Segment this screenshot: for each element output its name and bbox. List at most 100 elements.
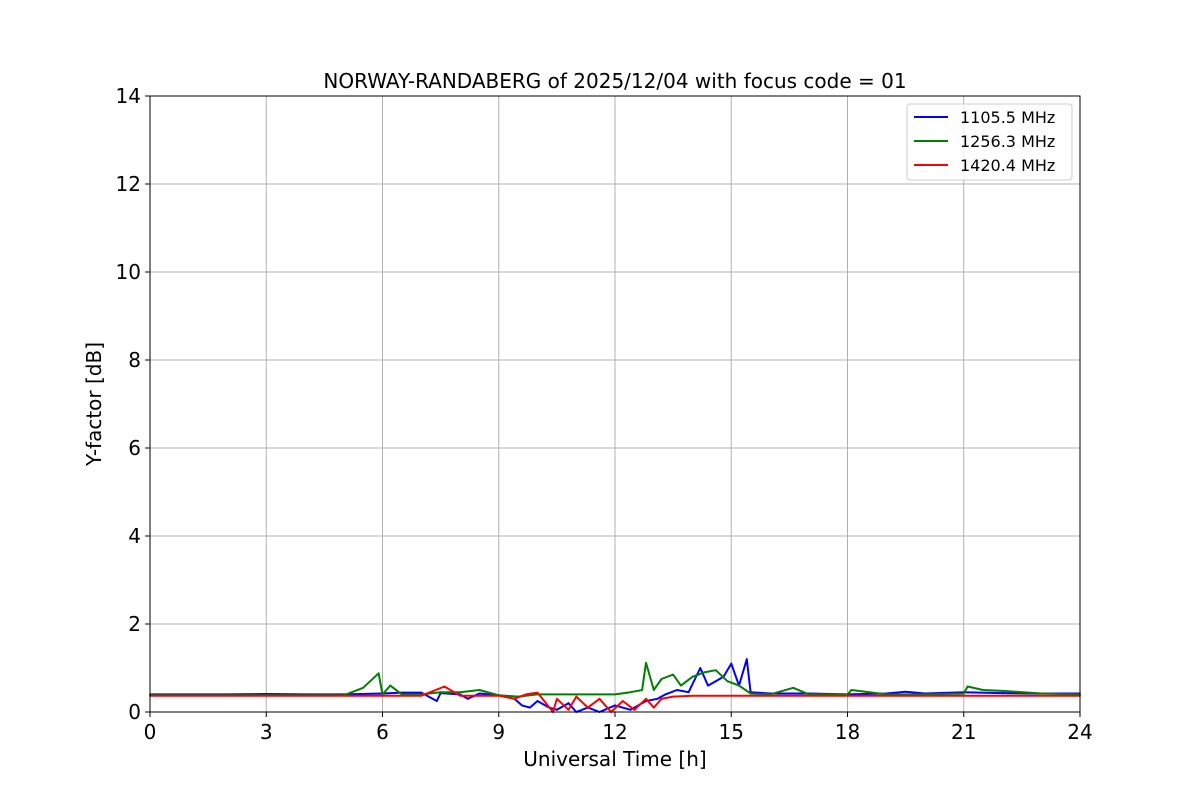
data-point xyxy=(792,686,795,689)
legend-box xyxy=(906,103,1073,181)
data-point xyxy=(703,671,706,674)
data-point xyxy=(524,693,527,696)
data-point xyxy=(652,689,655,691)
data-point xyxy=(362,686,365,689)
data-point xyxy=(633,708,636,711)
x-tick-label: 21 xyxy=(951,720,976,744)
legend-label: 1256.3 MHz xyxy=(960,132,1055,151)
data-point xyxy=(679,684,682,687)
data-point xyxy=(982,689,985,691)
data-point xyxy=(726,680,729,683)
data-point xyxy=(629,708,632,711)
x-tick-label: 9 xyxy=(492,720,505,744)
data-point xyxy=(656,697,659,700)
data-point xyxy=(738,684,740,687)
data-point xyxy=(521,704,523,707)
data-point xyxy=(555,708,558,711)
x-tick-label: 3 xyxy=(260,720,273,744)
y-tick-label: 4 xyxy=(128,524,141,548)
data-point xyxy=(672,673,675,676)
data-point xyxy=(377,672,380,675)
data-point xyxy=(536,691,539,694)
x-axis-label: Universal Time [h] xyxy=(523,747,706,771)
data-point xyxy=(614,704,616,707)
data-point xyxy=(575,693,578,696)
data-point xyxy=(435,700,438,702)
data-point xyxy=(389,684,392,687)
y-axis-label: Y-factor [dB] xyxy=(82,342,106,467)
data-point xyxy=(575,695,578,698)
data-point xyxy=(641,689,644,691)
data-point xyxy=(672,695,675,698)
data-point xyxy=(304,694,306,697)
legend-label: 1105.5 MHz xyxy=(960,108,1055,127)
data-point xyxy=(439,691,442,694)
data-point xyxy=(846,694,849,697)
y-tick-label: 0 xyxy=(128,700,141,724)
data-point xyxy=(714,669,717,672)
x-tick-label: 15 xyxy=(719,720,744,744)
data-point xyxy=(904,690,907,693)
data-point xyxy=(660,697,663,700)
y-tick-label: 2 xyxy=(128,612,141,636)
data-point xyxy=(924,694,926,697)
data-point xyxy=(513,697,516,700)
data-point xyxy=(466,697,469,700)
x-tick-label: 6 xyxy=(376,720,389,744)
data-point xyxy=(614,693,616,696)
data-point xyxy=(1040,692,1043,695)
data-point xyxy=(691,675,694,678)
data-point xyxy=(1001,692,1004,694)
data-point xyxy=(730,662,733,665)
x-tick-label: 24 xyxy=(1067,720,1092,744)
data-point xyxy=(687,691,690,694)
data-point xyxy=(676,689,678,691)
data-point xyxy=(707,684,709,687)
data-point xyxy=(730,694,733,697)
data-point xyxy=(966,685,969,688)
legend: 1105.5 MHz 1256.3 MHz 1420.4 MHz xyxy=(906,103,1073,181)
y-tick-label: 8 xyxy=(128,348,141,372)
data-point xyxy=(714,680,717,683)
data-point xyxy=(962,692,965,695)
data-point xyxy=(478,692,481,695)
data-point xyxy=(664,693,667,696)
data-point xyxy=(459,691,461,694)
data-point xyxy=(645,661,647,664)
grid xyxy=(149,95,1081,713)
data-point xyxy=(691,694,694,697)
data-point xyxy=(381,694,384,697)
y-tick-label: 6 xyxy=(128,436,141,460)
data-point xyxy=(586,706,589,709)
data-point xyxy=(459,694,461,697)
data-point xyxy=(699,667,702,669)
chart-title: NORWAY-RANDABERG of 2025/12/04 with focu… xyxy=(323,69,906,93)
data-point xyxy=(769,694,771,697)
data-point xyxy=(420,694,423,697)
data-point xyxy=(850,689,853,691)
data-point xyxy=(497,694,500,697)
series-line-1 xyxy=(150,661,1081,698)
data-point xyxy=(226,694,229,697)
data-point xyxy=(567,708,570,711)
x-tick-label: 18 xyxy=(835,720,860,744)
data-point xyxy=(567,702,570,705)
data-point xyxy=(598,697,601,700)
data-point xyxy=(660,678,663,680)
legend-label: 1420.4 MHz xyxy=(960,156,1055,175)
data-point xyxy=(749,692,752,695)
data-point xyxy=(528,706,531,709)
data-point xyxy=(420,691,423,694)
x-tick-label: 12 xyxy=(602,720,627,744)
data-point xyxy=(621,700,624,702)
data-point xyxy=(1001,689,1004,692)
data-point xyxy=(652,706,655,709)
data-point xyxy=(1001,694,1004,697)
data-point xyxy=(645,697,647,700)
data-point xyxy=(745,658,748,661)
data-point xyxy=(629,691,632,694)
data-point xyxy=(555,697,558,700)
y-tick-label: 10 xyxy=(116,260,141,284)
